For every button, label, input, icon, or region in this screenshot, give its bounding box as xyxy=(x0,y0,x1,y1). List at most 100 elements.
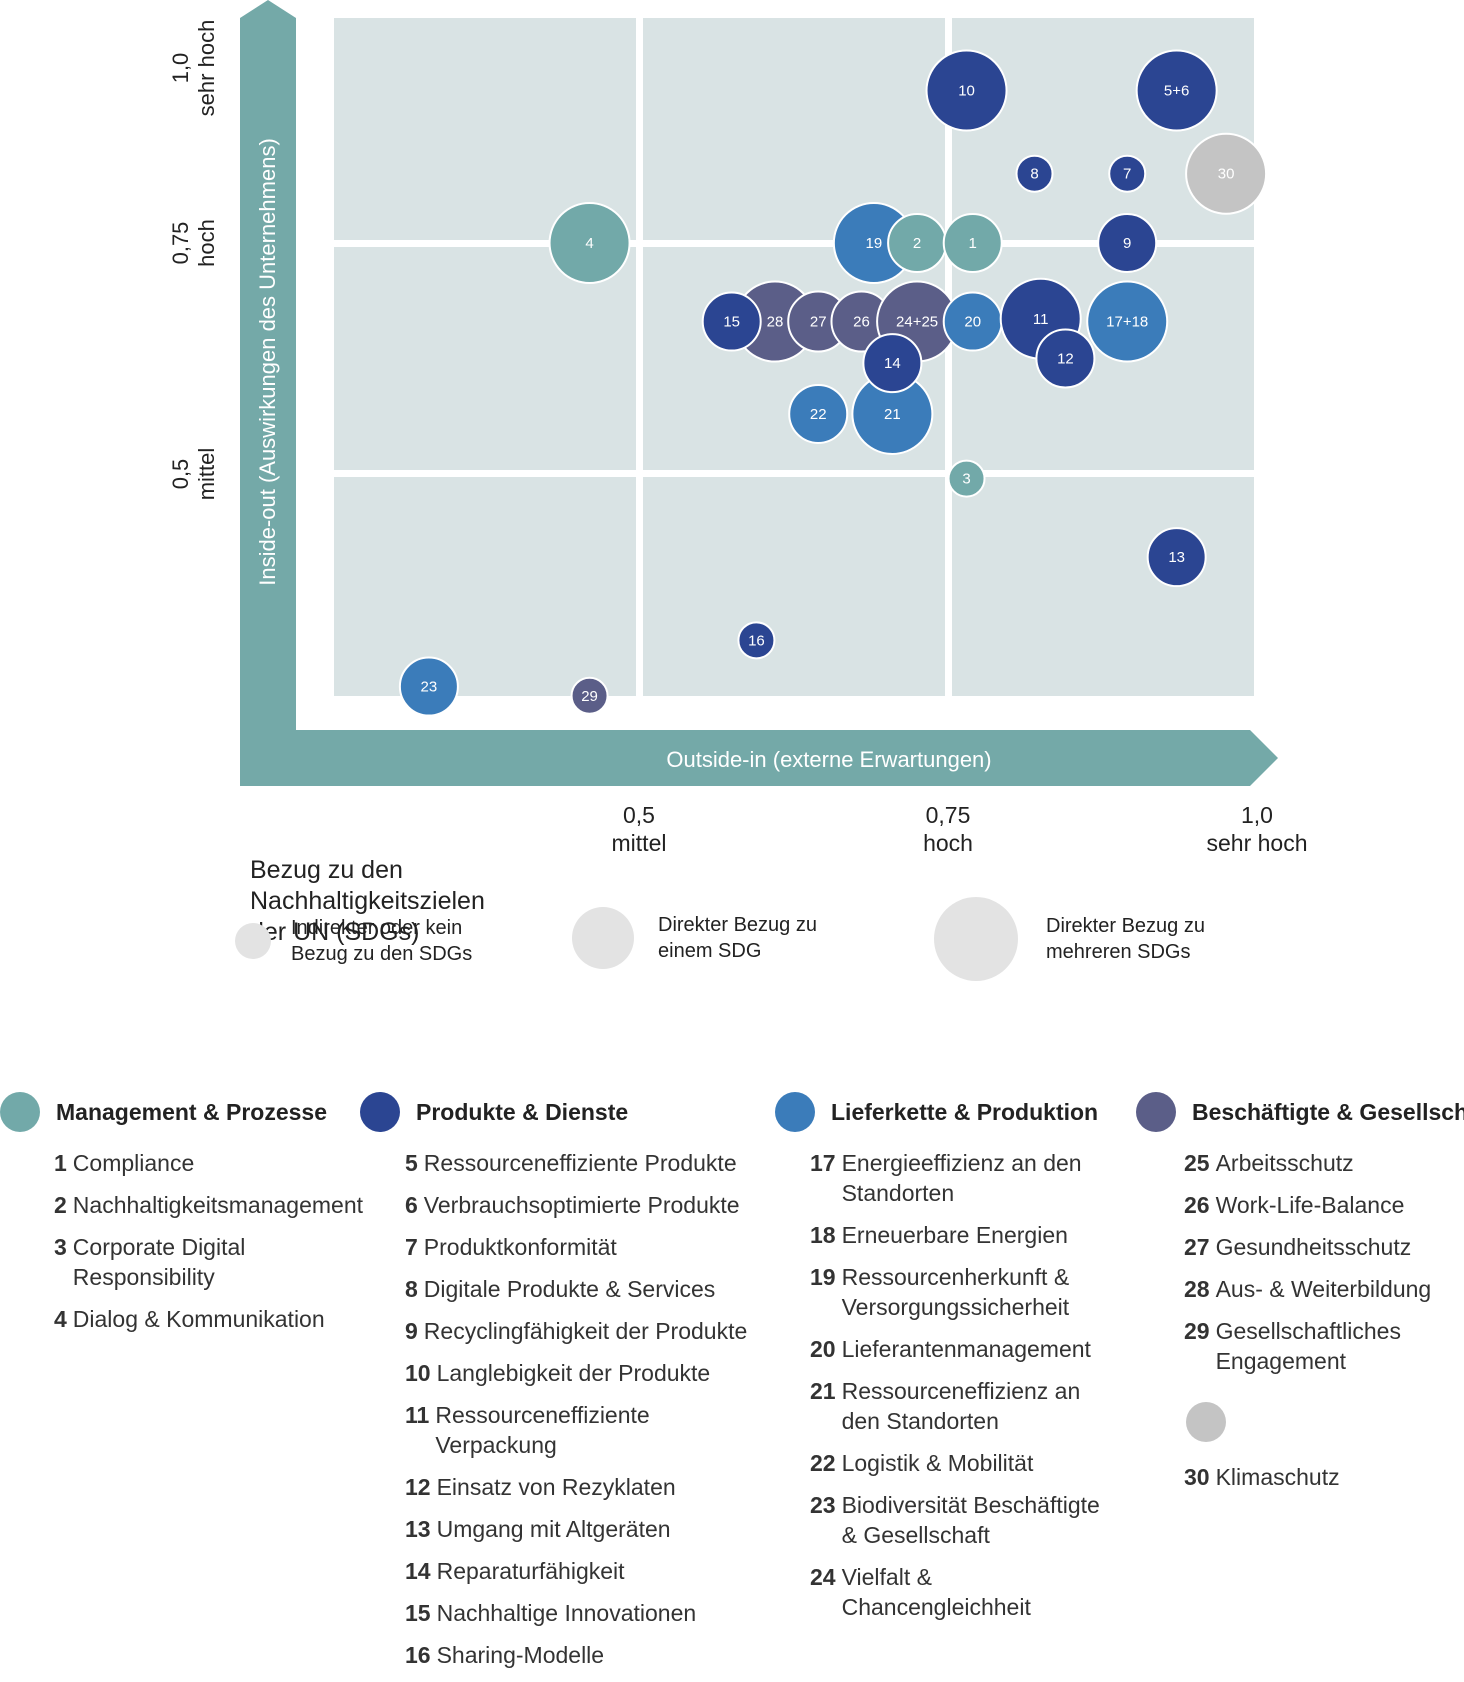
legend-beschaeftigte: Beschäftigte & Gesellschaft 25Arbeitssch… xyxy=(1120,1090,1464,1504)
item-text: Biodiversität Beschäftigte & Gesellschaf… xyxy=(841,1492,1100,1548)
list-item: 1 Compliance xyxy=(54,1148,370,1178)
category-color-dot xyxy=(1136,1092,1176,1132)
bubble-20: 20 xyxy=(942,291,1003,352)
legend-produkte: Produkte & Dienste 5 Ressourceneffiziente… xyxy=(360,1090,760,1682)
bubble-27: 27 xyxy=(787,290,850,353)
y-tick-word: hoch xyxy=(194,219,219,267)
item-text: Work-Life-Balance xyxy=(1215,1192,1405,1218)
list-item: 4 Dialog & Kommunikation xyxy=(54,1304,370,1334)
bubble-label: 11 xyxy=(1033,311,1049,328)
item-text: Vielfalt & Chancengleichheit xyxy=(841,1564,1031,1620)
x-tick-number: 0,5 xyxy=(623,802,655,828)
bubble-29: 29 xyxy=(570,676,609,715)
quadrant-cell xyxy=(952,247,1254,470)
item-number: 28 xyxy=(1184,1276,1210,1302)
list-item: 12 Einsatz von Rezyklaten xyxy=(405,1472,760,1502)
bubble-22: 22 xyxy=(788,383,849,444)
item-text: Nachhaltige Innovationen xyxy=(436,1600,697,1626)
list-item: 18 Erneuerbare Energien xyxy=(810,1220,1105,1250)
size-legend-title: Bezug zu den Nachhaltigkeitszielen der U… xyxy=(250,856,485,946)
bubble-label: 19 xyxy=(865,235,882,252)
item-text: Sharing-Modelle xyxy=(436,1642,605,1668)
item-text: Lieferantenmanagement xyxy=(841,1336,1091,1362)
size-legend-label: Direkter Bezug zu einem SDG xyxy=(658,914,817,962)
item-number: 27 xyxy=(1184,1234,1210,1260)
y-axis-label: Inside-out (Auswirkungen des Unternehmen… xyxy=(255,138,280,586)
x-axis-label: Outside-in (externe Erwartungen) xyxy=(666,747,991,772)
bubble-circle xyxy=(570,676,609,715)
list-item: 29 Gesellschaftliches Engagement xyxy=(1184,1316,1464,1376)
legend-klimaschutz: 30 Klimaschutz xyxy=(1184,1402,1464,1492)
item-text: Ressourceneffizienz an den Standorten xyxy=(841,1378,1081,1434)
bubble-label: 1 xyxy=(969,235,977,252)
item-number: 15 xyxy=(405,1600,431,1626)
item-number: 9 xyxy=(405,1318,418,1344)
bubble-label: 9 xyxy=(1123,235,1131,252)
category-color-dot xyxy=(775,1092,815,1132)
bubble-15: 15 xyxy=(701,291,762,352)
size-level-2-circle xyxy=(572,907,634,969)
item-text: Energieeffizienz an den Standorten xyxy=(841,1150,1082,1206)
bubble-circle xyxy=(1015,154,1054,193)
list-item: 26 Work-Life-Balance xyxy=(1184,1190,1464,1220)
list-item: 10 Langlebigkeit der Produkte xyxy=(405,1358,760,1388)
list-item: 14 Reparaturfähigkeit xyxy=(405,1556,760,1586)
materiality-matrix: Outside-in (externe Erwartungen) Inside-… xyxy=(168,0,1308,856)
item-text: Gesundheitsschutz xyxy=(1215,1234,1412,1260)
y-tick-number: 0,75 xyxy=(168,222,193,265)
list-item: 19 Ressourcenherkunft & Versorgungssicher… xyxy=(810,1262,1105,1322)
bubble-13: 13 xyxy=(1146,527,1207,588)
klimaschutz-color-dot xyxy=(1186,1402,1226,1442)
size-legend-item: Direkter Bezug zu einem SDG xyxy=(572,907,848,969)
item-text: Umgang mit Altgeräten xyxy=(436,1516,671,1542)
bubble-label: 7 xyxy=(1123,166,1131,183)
list-item: 13 Umgang mit Altgeräten xyxy=(405,1514,760,1544)
list-item: 7 Produktkonformität xyxy=(405,1232,760,1262)
legend-title: Lieferkette & Produktion xyxy=(831,1098,1099,1125)
list-item: 8 Digitale Produkte & Services xyxy=(405,1274,760,1304)
bubble-circle xyxy=(1135,49,1218,132)
bubble-label: 5+6 xyxy=(1164,83,1189,100)
size-level-3-circle xyxy=(934,897,1018,981)
quadrant-cell xyxy=(334,477,636,696)
quadrant-cell xyxy=(334,247,636,470)
y-axis-arrow xyxy=(240,0,296,786)
bubble-circle xyxy=(1035,328,1096,389)
bubble-circle xyxy=(701,291,762,352)
item-text: Reparaturfähigkeit xyxy=(436,1558,625,1584)
bubble-16: 16 xyxy=(737,621,776,660)
bubble-1: 1 xyxy=(942,213,1003,273)
item-number: 8 xyxy=(405,1276,418,1302)
item-text: Logistik & Mobilität xyxy=(841,1450,1034,1476)
list-item: 30 Klimaschutz xyxy=(1184,1462,1464,1492)
size-level-1-circle xyxy=(235,923,271,959)
legend-header: Lieferkette & Produktion xyxy=(775,1090,1105,1134)
category-color-dot xyxy=(360,1092,400,1132)
x-tick-word: mittel xyxy=(612,830,667,856)
size-legend-label: Direkter Bezug zu mehreren SDGs xyxy=(1046,915,1205,963)
bubble-label: 8 xyxy=(1030,166,1038,183)
bubble-9: 9 xyxy=(1097,213,1158,273)
legend-list: 1 Compliance 2 Nachhaltigkeitsmanagement 3… xyxy=(54,1148,370,1334)
bubble-label: 16 xyxy=(748,632,765,649)
list-item: 27 Gesundheitsschutz xyxy=(1184,1232,1464,1262)
list-item: 28 Aus- & Weiterbildung xyxy=(1184,1274,1464,1304)
legend-lieferkette: Lieferkette & Produktion 17 Energieeffizi… xyxy=(775,1090,1105,1634)
item-number: 6 xyxy=(405,1192,418,1218)
item-text: Recyclingfähigkeit der Produkte xyxy=(423,1318,748,1344)
bubble-label: 21 xyxy=(884,406,901,423)
quadrant-cell xyxy=(643,477,945,696)
item-number: 10 xyxy=(405,1360,431,1386)
item-number: 22 xyxy=(810,1450,836,1476)
item-number: 24 xyxy=(810,1564,836,1590)
item-text: Aus- & Weiterbildung xyxy=(1215,1276,1432,1302)
bubble-circle xyxy=(548,202,631,284)
item-number: 26 xyxy=(1184,1192,1210,1218)
item-number: 11 xyxy=(405,1402,430,1428)
item-number: 16 xyxy=(405,1642,431,1668)
item-number: 4 xyxy=(54,1306,67,1332)
item-text: Nachhaltigkeitsmanagement xyxy=(72,1192,364,1218)
item-text: Verbrauchsoptimierte Produkte xyxy=(423,1192,740,1218)
y-ticks: 0,5 mittel 0,75 hoch 1,0 sehr hoch xyxy=(168,20,219,501)
